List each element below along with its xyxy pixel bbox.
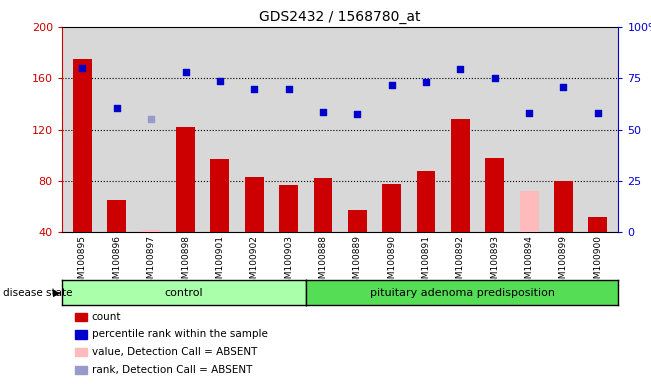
Bar <box>348 210 367 232</box>
Text: control: control <box>165 288 203 298</box>
Text: disease state: disease state <box>3 288 73 298</box>
Point <box>421 79 431 85</box>
Point <box>352 111 363 117</box>
Bar <box>279 185 298 232</box>
Text: value, Detection Call = ABSENT: value, Detection Call = ABSENT <box>92 347 257 357</box>
Bar <box>451 119 470 232</box>
Bar <box>554 181 573 232</box>
Bar <box>314 179 333 232</box>
Text: pituitary adenoma predisposition: pituitary adenoma predisposition <box>370 288 555 298</box>
Bar <box>176 127 195 232</box>
Point <box>146 116 156 122</box>
Point <box>490 75 500 81</box>
Bar <box>210 159 229 232</box>
Bar <box>245 177 264 232</box>
Point <box>387 81 397 88</box>
Bar <box>73 59 92 232</box>
Text: count: count <box>92 312 121 322</box>
Bar <box>519 191 538 232</box>
Bar <box>142 230 161 232</box>
Point <box>283 86 294 92</box>
Text: rank, Detection Call = ABSENT: rank, Detection Call = ABSENT <box>92 365 252 375</box>
Bar <box>589 217 607 232</box>
Point <box>111 105 122 111</box>
Point <box>215 78 225 84</box>
Point <box>455 66 465 72</box>
Text: ▶: ▶ <box>53 288 61 298</box>
Text: percentile rank within the sample: percentile rank within the sample <box>92 329 268 339</box>
Title: GDS2432 / 1568780_at: GDS2432 / 1568780_at <box>259 10 421 25</box>
Bar <box>417 170 436 232</box>
Point <box>180 69 191 75</box>
Point <box>318 109 328 115</box>
Point <box>77 65 88 71</box>
Point <box>592 110 603 116</box>
Bar <box>485 158 505 232</box>
Point <box>524 110 534 116</box>
Bar <box>107 200 126 232</box>
Bar <box>382 184 401 232</box>
Point <box>559 84 569 90</box>
Point <box>249 86 260 92</box>
